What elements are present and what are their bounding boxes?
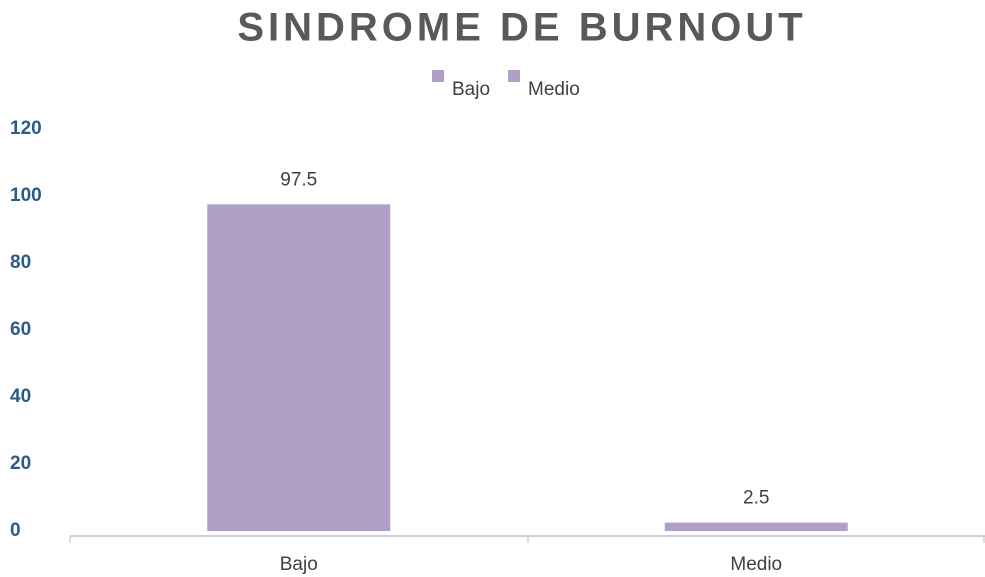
x-tick-label: Medio bbox=[730, 554, 782, 575]
legend-swatch bbox=[432, 70, 444, 82]
data-label: 2.5 bbox=[743, 488, 769, 509]
y-tick-label: 0 bbox=[10, 520, 21, 541]
legend-label: Medio bbox=[528, 79, 580, 100]
bar bbox=[207, 204, 391, 531]
bar bbox=[664, 522, 848, 531]
y-tick-label: 100 bbox=[10, 185, 42, 206]
y-tick-label: 60 bbox=[10, 319, 31, 340]
y-tick-label: 40 bbox=[10, 386, 31, 407]
legend-label: Bajo bbox=[452, 79, 490, 100]
y-tick-label: 120 bbox=[10, 118, 42, 139]
legend-swatch bbox=[508, 70, 521, 82]
y-tick-label: 20 bbox=[10, 453, 31, 474]
data-label: 97.5 bbox=[280, 169, 317, 190]
chart-title: SINDROME DE BURNOUT bbox=[237, 6, 806, 50]
y-tick-label: 80 bbox=[10, 252, 31, 273]
x-tick-label: Bajo bbox=[280, 554, 318, 575]
